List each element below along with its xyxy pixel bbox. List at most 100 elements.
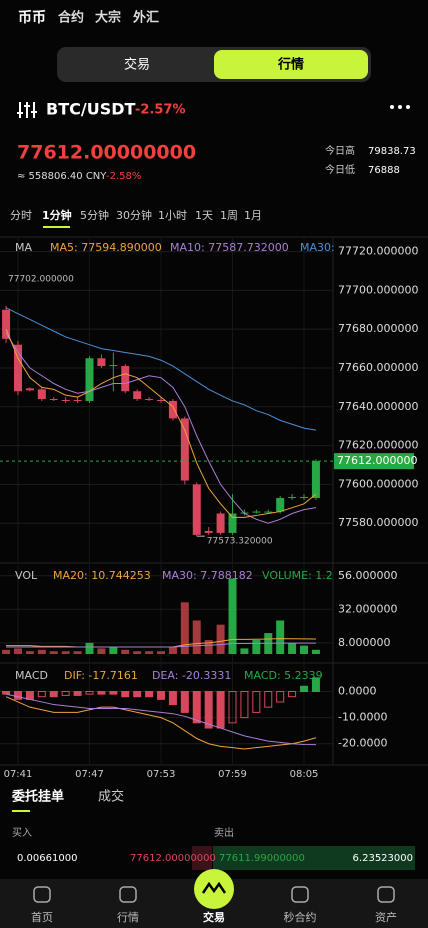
candle-body (2, 309, 11, 339)
candle-body (252, 511, 261, 513)
interval[interactable]: 1月 (244, 209, 262, 222)
macd-bar (180, 691, 189, 713)
candle-body (180, 418, 189, 481)
interval[interactable]: 分时 (10, 209, 32, 222)
y-tick-label: 77680.000000 (338, 322, 418, 335)
volume-bar (252, 640, 261, 654)
segment-tab[interactable]: 行情 (277, 57, 304, 73)
nav-icon (33, 886, 51, 903)
macd-bar (276, 691, 285, 703)
segment-active (214, 50, 368, 79)
interval[interactable]: 1周 (220, 209, 238, 222)
x-tick-label: 07:59 (218, 769, 247, 780)
macd-bar (311, 677, 320, 692)
candle-body (228, 513, 237, 533)
macd-bar (168, 691, 177, 706)
sell-depth (213, 846, 415, 870)
vol-ma30-line (6, 642, 316, 648)
sell-amount: 6.23523000 (353, 853, 413, 864)
sell-price: 77611.99000000 (219, 853, 305, 864)
nav-icon (201, 881, 227, 894)
nav-icon (377, 886, 395, 903)
tab[interactable]: 合约 (58, 10, 84, 26)
volume-bar (204, 640, 213, 654)
y-tick-label: 77640.000000 (338, 400, 418, 413)
buy-header: 买入 (12, 827, 32, 839)
volume-bar (288, 642, 297, 654)
pair[interactable]: BTC/USDT (46, 100, 135, 119)
volume-bar (85, 642, 94, 654)
interval[interactable]: 1小时 (158, 209, 187, 222)
legend-item: MACD (15, 669, 48, 682)
candle-body (14, 344, 22, 392)
filter-icon[interactable] (17, 102, 37, 118)
macd-bar (14, 691, 22, 700)
y-tick-label: 8.000000 (338, 636, 391, 649)
orders-tab[interactable]: 成交 (98, 789, 124, 805)
macd-bar (228, 691, 237, 724)
macd-bar (288, 691, 297, 698)
volume-bar (228, 578, 237, 654)
last-price: 77612.00000000 (17, 142, 196, 164)
legend-item: MACD: 5.2339 (244, 669, 323, 682)
nav-label: 资产 (375, 910, 397, 924)
tab[interactable]: 外汇 (132, 10, 159, 26)
candle-body (121, 366, 130, 392)
nav-label: 行情 (117, 911, 139, 924)
buy-depth (192, 846, 212, 870)
macd-bar (252, 691, 261, 713)
volume-bar (133, 651, 142, 654)
x-tick-label: 08:05 (290, 769, 319, 780)
interval[interactable]: 1分钟 (42, 208, 72, 222)
legend-item: VOL (15, 569, 38, 582)
nav-item[interactable]: 资产 (375, 886, 397, 924)
y-tick-label: 0.0000 (338, 685, 377, 698)
segment-tab[interactable]: 交易 (124, 57, 150, 73)
tab[interactable]: 币币 (18, 10, 46, 26)
macd-bar (109, 691, 118, 695)
ma30-line (5, 307, 317, 431)
dea-line (5, 693, 316, 746)
candle-body (288, 497, 297, 499)
nav-item[interactable]: 首页 (31, 886, 53, 924)
candle-body (25, 388, 34, 391)
dif-line (5, 696, 317, 750)
candle-body (85, 358, 94, 401)
macd-bar (97, 691, 106, 695)
nav-label: 秒合约 (284, 910, 317, 924)
volume-bar (121, 649, 130, 654)
macd-bar (37, 691, 46, 698)
volume-bar (49, 651, 58, 654)
kline-chart: 07:41 07:47 07:53 07:59 08:05 77720.000000 777… (0, 236, 428, 780)
more-icon[interactable] (390, 105, 410, 109)
y-tick-label: 32.000000 (338, 602, 398, 615)
y-tick-label: -10.0000 (338, 711, 387, 724)
macd-bar (157, 691, 166, 700)
candle-body (204, 530, 213, 533)
volume-bar (180, 602, 189, 654)
y-tick-label: 77720.000000 (338, 245, 418, 258)
high-mark: 77702.000000 (8, 275, 74, 285)
candle-body (311, 461, 320, 498)
volume-bar (276, 620, 285, 654)
interval[interactable]: 30分钟 (116, 208, 152, 222)
interval[interactable]: 1天 (195, 209, 213, 222)
macd-bar (192, 691, 201, 724)
nav-item[interactable]: 秒合约 (284, 886, 317, 924)
macd-bar (264, 691, 273, 708)
volume-bar (240, 648, 249, 654)
last-price-label: 77612.000000 (337, 454, 417, 467)
stat-value: 76888 (368, 165, 400, 176)
volume-bar (37, 649, 46, 654)
y-tick-label: 77660.000000 (338, 361, 418, 374)
macd-bar (240, 691, 249, 719)
nav-item[interactable]: 交易 (194, 869, 234, 924)
interval[interactable]: 5分钟 (80, 208, 109, 222)
orders-tab[interactable]: 委托挂单 (11, 789, 64, 805)
y-tick-label: -20.0000 (338, 737, 387, 750)
tab[interactable]: 大宗 (95, 10, 121, 26)
macd-bar (49, 691, 58, 698)
nav-item[interactable]: 行情 (117, 886, 139, 924)
plot (2, 305, 320, 750)
